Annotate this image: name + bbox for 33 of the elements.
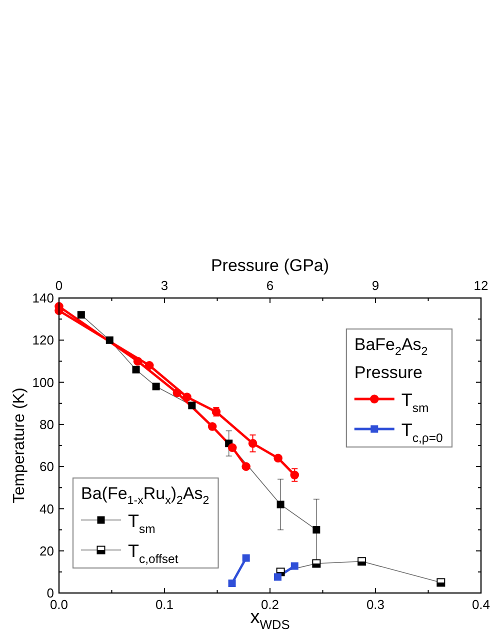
point [106, 336, 114, 344]
legend-label: T$_{sm}$ [128, 511, 156, 536]
legend-label: T$_{sm}$ [401, 390, 429, 414]
y-tick-label: 120 [32, 332, 54, 348]
text: BaFe$_{2}$As$_{2}$ Pressure [354, 335, 428, 382]
x2-tick-label: 12 [474, 278, 488, 293]
point [188, 402, 196, 410]
point [132, 366, 140, 374]
y-axis-title: Temperature (K) [11, 388, 28, 504]
point [358, 557, 366, 566]
x2-tick-label: 9 [372, 278, 380, 293]
x-tick-label: 0.3 [366, 597, 385, 612]
point [312, 559, 321, 568]
point [312, 526, 320, 534]
x-tick-label: 0.2 [260, 597, 280, 612]
x-tick-label: 0.4 [472, 597, 490, 612]
x2-tick-label: 6 [266, 278, 274, 293]
x-tick-label: 0.1 [155, 597, 174, 612]
y-tick-label: 100 [32, 374, 54, 390]
point [276, 500, 284, 508]
point [436, 578, 446, 587]
legend-label: T$_{c,offset}$ [128, 541, 179, 566]
y-tick-label: 60 [40, 459, 54, 474]
legend-label: T$_{c,ρ=0}$ [401, 420, 443, 444]
point [152, 382, 160, 390]
y-tick-label: 80 [40, 416, 54, 432]
y-tick-label: 140 [32, 290, 54, 306]
text: Ba(Fe$_{1-x}$Ru$_{x}$)$_{2}$As$_{2}$ [81, 484, 210, 508]
point [77, 311, 85, 319]
y-tick-label: 20 [40, 543, 54, 558]
x2-axis-title: Pressure (GPa) [210, 256, 330, 275]
y-tick-label: 40 [40, 501, 54, 516]
x2-tick-label: 3 [160, 278, 168, 293]
